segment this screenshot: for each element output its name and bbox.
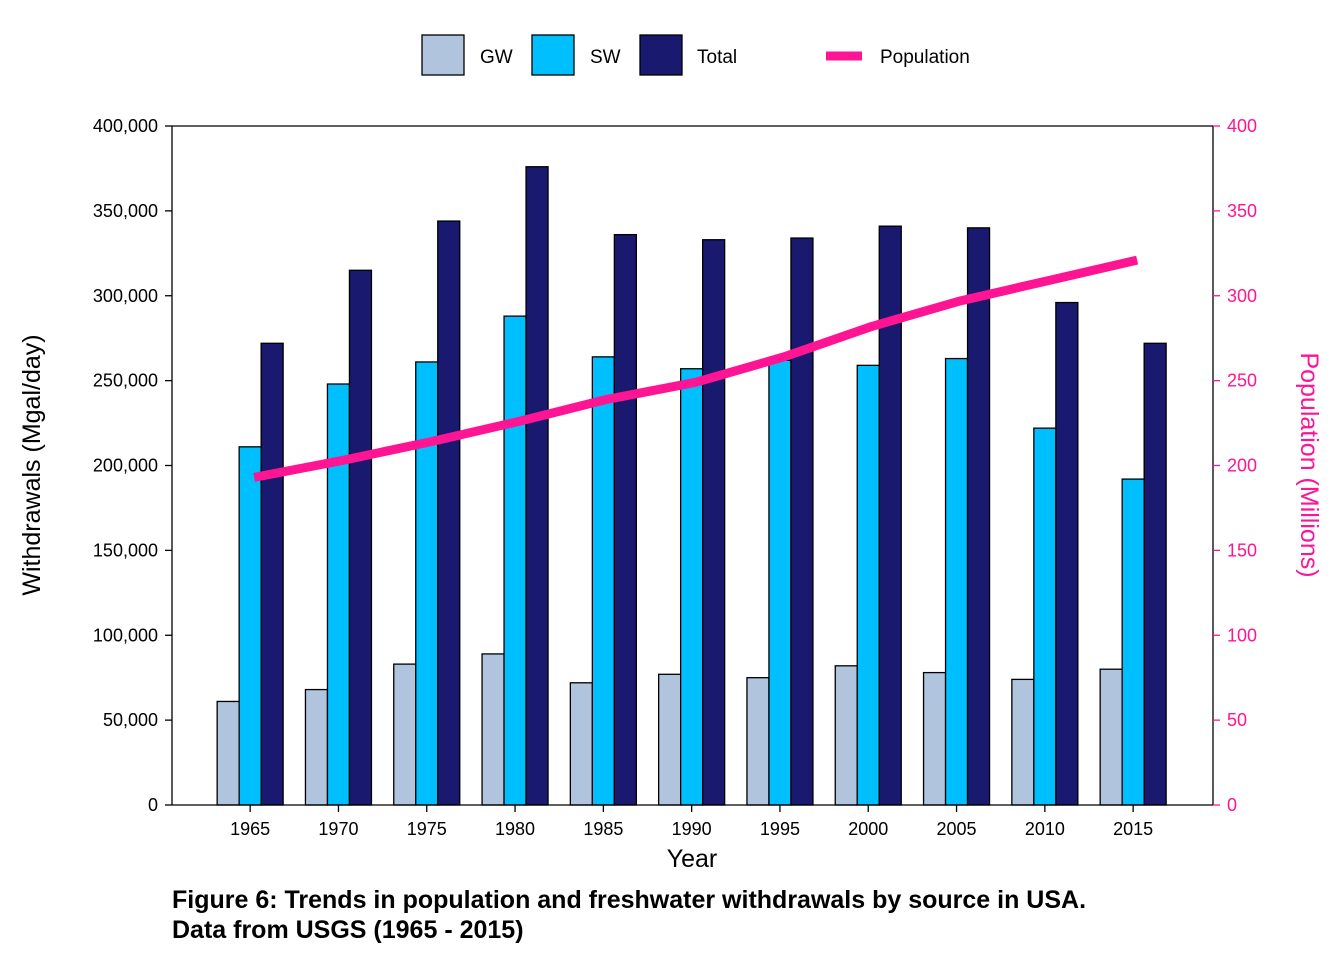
bar-gw-2015: [1099, 668, 1123, 806]
y2-tick-label: 0: [1227, 795, 1237, 815]
y-tick-label: 250,000: [93, 371, 158, 391]
y2-tick-label: 200: [1227, 456, 1257, 476]
y-tick-label: 300,000: [93, 286, 158, 306]
bar-sw-1990: [680, 368, 704, 806]
y2-axis-title: Population (Millions): [1295, 352, 1323, 577]
bar-sw-1995: [768, 359, 792, 806]
bar-gw-1995: [746, 677, 770, 806]
y-tick-label: 200,000: [93, 456, 158, 476]
bar-sw-1985: [591, 356, 615, 806]
legend-label-population: Population: [880, 47, 970, 68]
bar-total-2010: [1055, 301, 1079, 806]
bar-gw-2010: [1011, 678, 1035, 806]
bar-total-2015: [1143, 342, 1167, 806]
x-tick-label: 1990: [672, 819, 712, 839]
bar-sw-1980: [503, 315, 527, 806]
y-tick-label: 0: [148, 795, 158, 815]
bars: [216, 166, 1167, 806]
bar-gw-1975: [393, 663, 417, 806]
y-tick-label: 400,000: [93, 116, 158, 136]
legend-swatch-sw: [531, 34, 575, 76]
y-axis-title: Withdrawals (Mgal/day): [18, 334, 46, 595]
x-tick-label: 1970: [318, 819, 358, 839]
bar-total-2000: [878, 225, 902, 806]
population-line: [253, 255, 1139, 482]
bar-gw-1965: [216, 700, 240, 806]
y2-tick-label: 350: [1227, 201, 1257, 221]
bar-total-1975: [437, 220, 461, 806]
bar-sw-2010: [1033, 427, 1057, 806]
x-tick-label: 2000: [848, 819, 888, 839]
x-tick-label: 1995: [760, 819, 800, 839]
bar-total-1990: [702, 239, 726, 806]
x-tick-label: 2005: [937, 819, 977, 839]
bar-total-1980: [525, 166, 549, 806]
y2-tick-label: 300: [1227, 286, 1257, 306]
x-tick-label: 2015: [1113, 819, 1153, 839]
caption-line-1: Figure 6: Trends in population and fresh…: [172, 886, 1087, 914]
x-tick-label: 2010: [1025, 819, 1065, 839]
x-tick-label: 1975: [407, 819, 447, 839]
legend-label-gw: GW: [480, 47, 513, 68]
caption-line-2: Data from USGS (1965 - 2015): [172, 916, 524, 944]
legend-swatch-gw: [421, 34, 465, 76]
bar-total-2005: [966, 227, 991, 806]
y-tick-label: 350,000: [93, 201, 158, 221]
bar-gw-1990: [658, 673, 682, 806]
y2-tick-label: 400: [1227, 116, 1257, 136]
bar-sw-2015: [1121, 478, 1145, 806]
bar-total-1995: [790, 237, 814, 806]
x-tick-label: 1980: [495, 819, 535, 839]
bar-sw-2000: [856, 364, 880, 806]
bar-gw-2005: [922, 671, 947, 806]
bar-gw-1985: [569, 682, 593, 806]
bar-gw-1970: [304, 688, 329, 806]
bar-total-1985: [613, 233, 637, 806]
bar-gw-1980: [481, 653, 505, 806]
x-tick-label: 1965: [230, 819, 270, 839]
y2-tick-label: 250: [1227, 371, 1257, 391]
bar-sw-1965: [238, 446, 262, 806]
x-axis-title: Year: [667, 845, 718, 873]
bar-total-1965: [260, 342, 284, 806]
bar-gw-2000: [834, 665, 858, 806]
x-tick-label: 1985: [583, 819, 623, 839]
y-tick-label: 50,000: [103, 710, 158, 730]
population-line-layer: [253, 255, 1139, 482]
y-tick-label: 100,000: [93, 625, 158, 645]
y2-tick-label: 150: [1227, 540, 1257, 560]
bar-total-1970: [348, 269, 373, 806]
bar-sw-2005: [944, 357, 969, 806]
legend-label-sw: SW: [590, 47, 621, 68]
legend: GW SW Total Population: [421, 34, 970, 76]
axes: 0 50,000 100,000 150,000 200,000 250,000 300,0…: [93, 116, 1257, 839]
y2-tick-label: 50: [1227, 710, 1247, 730]
figure-caption: Figure 6: Trends in population and fresh…: [172, 885, 1272, 945]
bar-sw-1970: [326, 383, 351, 806]
legend-label-total: Total: [697, 47, 737, 68]
legend-swatch-total: [639, 34, 683, 76]
bar-sw-1975: [415, 361, 439, 806]
y-tick-label: 150,000: [93, 540, 158, 560]
y2-tick-label: 100: [1227, 625, 1257, 645]
